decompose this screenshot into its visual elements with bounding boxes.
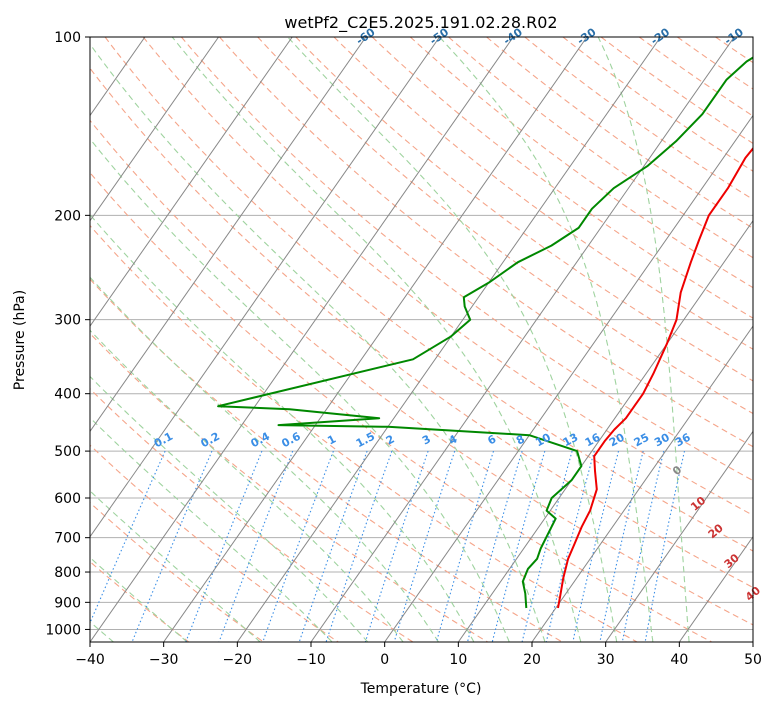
y-tick-label: 400 xyxy=(54,387,81,403)
y-tick-label: 600 xyxy=(54,491,81,507)
isotherm-line xyxy=(605,430,753,642)
dewpoint-profile-line xyxy=(217,56,753,609)
y-tick-label: 300 xyxy=(54,313,81,329)
x-axis-title: Temperature (°C) xyxy=(360,681,482,697)
x-tick-label: 10 xyxy=(449,652,467,668)
y-tick-label: 500 xyxy=(54,444,81,460)
isotherm-line xyxy=(236,37,661,642)
dry-adiabat-line xyxy=(90,171,712,642)
mixing-ratio-line xyxy=(521,450,573,642)
moist-adiabat-line xyxy=(90,276,439,642)
dry-adiabat-line xyxy=(219,37,753,448)
dry-adiabat-line xyxy=(333,37,753,350)
dry-adiabat-line xyxy=(562,37,753,172)
dry-adiabat-line xyxy=(142,37,753,516)
x-tick-label: −10 xyxy=(296,652,326,668)
isotherm-line xyxy=(90,37,219,222)
x-tick-label: 50 xyxy=(744,652,762,668)
mixing-ratio-line xyxy=(644,450,686,642)
moist-adiabat-line xyxy=(90,329,404,642)
profile-lines xyxy=(217,56,753,609)
dry-adiabat-line xyxy=(90,224,638,642)
isotherm-line xyxy=(384,114,753,642)
mixing-ratio-line xyxy=(364,450,429,642)
y-tick-label: 1000 xyxy=(45,622,81,638)
isotherm-line xyxy=(90,37,293,327)
isotherm-line xyxy=(678,535,753,642)
dry-adiabat-line xyxy=(90,278,563,642)
y-axis-title: Pressure (hPa) xyxy=(12,290,28,390)
moist-adiabat-line xyxy=(90,43,546,642)
axis-ticks: −40 −30 −20 −10 0 10 20 30 40 50 100 200 300 400 500 60… xyxy=(45,30,762,668)
moist-adiabat-line xyxy=(90,213,475,642)
chart-title: wetPf2_C2E5.2025.191.02.28.R02 xyxy=(284,13,557,33)
dry-adiabat-line xyxy=(257,37,753,415)
mixing-ratio-line xyxy=(218,450,294,642)
moist-adiabat-line xyxy=(597,37,690,642)
mixing-ratio-line xyxy=(185,450,263,642)
x-tick-label: −40 xyxy=(75,652,105,668)
x-tick-label: −30 xyxy=(149,652,179,668)
mixing-ratio-line xyxy=(545,450,595,642)
mixing-ratio-line xyxy=(435,450,495,642)
dry-adiabat-line xyxy=(180,37,753,482)
isotherm-line xyxy=(310,37,735,642)
y-tick-label: 800 xyxy=(54,565,81,581)
mixing-ratio-label: 10 xyxy=(533,431,553,450)
x-tick-label: 40 xyxy=(670,652,688,668)
mixing-ratio-line xyxy=(621,450,665,642)
x-tick-label: 20 xyxy=(523,652,541,668)
mixing-ratio-line xyxy=(325,450,393,642)
isotherm-line xyxy=(90,37,514,642)
mixing-ratio-label: 30 xyxy=(652,431,672,450)
dry-adiabat-line xyxy=(90,388,414,642)
temperature-profile-line xyxy=(557,146,753,609)
dry-adiabat-line xyxy=(104,37,753,552)
moist-adiabat-line xyxy=(90,490,261,642)
isotherm-line xyxy=(163,37,588,642)
mixing-ratio-label: 13 xyxy=(561,431,581,450)
moist-adiabat-line xyxy=(439,37,654,642)
isotherm-line xyxy=(90,37,440,538)
y-tick-label: 900 xyxy=(54,595,81,611)
mixing-ratio-label: 36 xyxy=(673,431,693,450)
moist-adiabat-line xyxy=(90,556,188,642)
mixing-ratio-label: 16 xyxy=(583,431,603,450)
mixing-ratio-line xyxy=(466,450,523,642)
plot-frame xyxy=(89,36,754,643)
mixing-ratio-line xyxy=(599,450,644,642)
mixing-ratio-label: 20 xyxy=(607,431,627,450)
x-tick-label: 0 xyxy=(380,652,389,668)
moist-adiabat-line xyxy=(171,37,582,642)
dry-adiabat-line xyxy=(486,37,753,229)
x-tick-label: 30 xyxy=(597,652,615,668)
dry-adiabat-line xyxy=(90,444,339,642)
dry-adiabat-line xyxy=(90,332,488,642)
dry-adiabat-line xyxy=(448,37,753,259)
isotherm-line xyxy=(531,325,753,642)
isotherm-line xyxy=(457,219,753,642)
isotherm-line xyxy=(90,37,367,433)
y-tick-label: 700 xyxy=(54,531,81,547)
dry-adiabat-line xyxy=(371,37,753,319)
y-tick-label: 100 xyxy=(54,30,81,46)
y-tick-label: 200 xyxy=(54,208,81,224)
mixing-ratio-label: 25 xyxy=(632,431,652,450)
x-tick-label: −20 xyxy=(223,652,253,668)
dry-adiabat-line xyxy=(90,119,753,626)
background-lines xyxy=(90,37,753,642)
mixing-ratio-line xyxy=(572,450,620,642)
mixing-ratio-line xyxy=(131,450,213,642)
mixing-ratio-line xyxy=(262,450,334,642)
moist-adiabat-line xyxy=(90,375,369,642)
